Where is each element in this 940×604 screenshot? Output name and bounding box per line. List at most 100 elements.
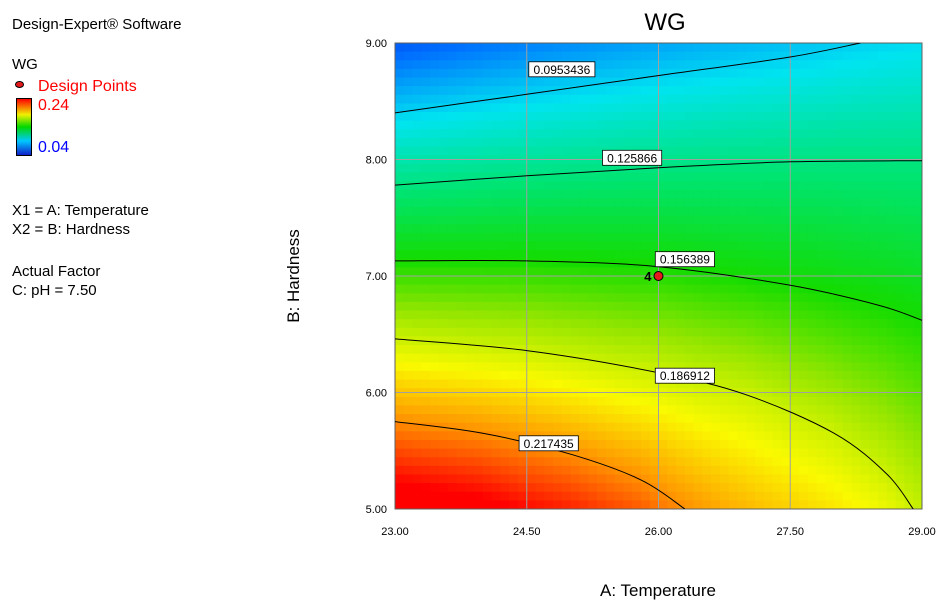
surface-cell	[763, 362, 774, 372]
surface-cell	[597, 267, 607, 277]
surface-cell	[605, 206, 616, 217]
surface-cell	[693, 112, 704, 122]
surface-cell	[913, 293, 922, 303]
surface-cell	[895, 336, 906, 346]
surface-cell	[711, 422, 721, 432]
surface-cell	[737, 250, 747, 260]
surface-cell	[755, 465, 765, 476]
surface-cell	[667, 353, 677, 363]
surface-cell	[570, 258, 581, 268]
surface-cell	[711, 68, 721, 79]
surface-cell	[790, 43, 800, 53]
surface-cell	[588, 431, 598, 441]
surface-cell	[676, 276, 686, 286]
surface-cell	[421, 172, 431, 182]
surface-cell	[667, 51, 677, 61]
surface-cell	[886, 163, 897, 174]
surface-cell	[588, 284, 598, 294]
surface-cell	[658, 336, 668, 346]
surface-cell	[851, 129, 862, 139]
surface-cell	[886, 319, 897, 329]
surface-cell	[807, 172, 818, 182]
surface-cell	[755, 189, 765, 199]
surface-cell	[561, 232, 572, 243]
surface-cell	[816, 181, 826, 191]
surface-cell	[781, 327, 791, 338]
surface-cell	[781, 250, 791, 260]
surface-cell	[597, 250, 607, 260]
surface-cell	[728, 250, 739, 260]
surface-cell	[816, 77, 826, 87]
surface-cell	[491, 362, 501, 372]
surface-cell	[570, 491, 581, 501]
actual-factor-value: C: pH = 7.50	[12, 282, 97, 299]
surface-cell	[693, 129, 704, 139]
surface-cell	[763, 77, 774, 87]
surface-cell	[781, 181, 791, 191]
surface-cell	[904, 51, 914, 61]
surface-cell	[579, 267, 589, 277]
surface-cell	[851, 146, 862, 156]
surface-cell	[737, 405, 747, 415]
surface-cell	[807, 405, 818, 415]
surface-cell	[895, 241, 906, 251]
x-axis-label: A: Temperature	[600, 581, 716, 600]
surface-cell	[482, 319, 493, 329]
surface-cell	[482, 457, 493, 467]
surface-cell	[904, 431, 914, 441]
surface-cell	[711, 137, 721, 148]
surface-cell	[544, 414, 554, 424]
surface-cell	[799, 327, 809, 338]
surface-cell	[860, 448, 870, 458]
surface-cell	[623, 405, 633, 415]
surface-cell	[649, 448, 660, 458]
surface-cell	[526, 224, 537, 234]
surface-cell	[597, 86, 607, 96]
surface-cell	[640, 310, 651, 320]
surface-cell	[781, 370, 791, 381]
surface-cell	[711, 129, 721, 139]
surface-cell	[667, 94, 677, 105]
surface-cell	[456, 405, 466, 415]
surface-cell	[737, 86, 747, 96]
surface-cell	[746, 336, 756, 346]
surface-cell	[772, 396, 783, 407]
surface-cell	[465, 215, 475, 225]
surface-cell	[851, 500, 862, 509]
surface-cell	[465, 68, 475, 79]
contour-lines	[395, 43, 922, 509]
surface-cell	[597, 414, 607, 424]
surface-cell	[702, 284, 712, 294]
surface-cell	[702, 293, 712, 303]
surface-cell	[763, 353, 774, 363]
surface-cell	[632, 293, 642, 303]
surface-cell	[772, 439, 783, 450]
surface-cell	[693, 422, 704, 432]
surface-cell	[482, 267, 493, 277]
surface-cell	[474, 77, 484, 87]
surface-cell	[781, 68, 791, 79]
y-tick-label: 6.00	[366, 388, 387, 400]
surface-cell	[834, 86, 844, 96]
surface-cell	[816, 284, 826, 294]
surface-cell	[684, 336, 695, 346]
surface-cell	[456, 112, 466, 122]
surface-cell	[553, 474, 563, 484]
surface-cell	[878, 379, 888, 389]
surface-cell	[737, 103, 747, 113]
surface-cell	[412, 448, 422, 458]
surface-cell	[430, 310, 440, 320]
surface-cell	[728, 129, 739, 139]
surface-cell	[904, 353, 914, 363]
surface-cell	[500, 362, 510, 372]
surface-cell	[878, 146, 888, 156]
surface-cell	[904, 258, 914, 268]
surface-cell	[561, 206, 572, 217]
surface-cell	[649, 250, 660, 260]
surface-cell	[438, 129, 449, 139]
surface-cell	[579, 414, 589, 424]
surface-cell	[395, 439, 405, 450]
surface-cell	[834, 60, 844, 70]
surface-cell	[913, 457, 922, 467]
surface-cell	[482, 51, 493, 61]
